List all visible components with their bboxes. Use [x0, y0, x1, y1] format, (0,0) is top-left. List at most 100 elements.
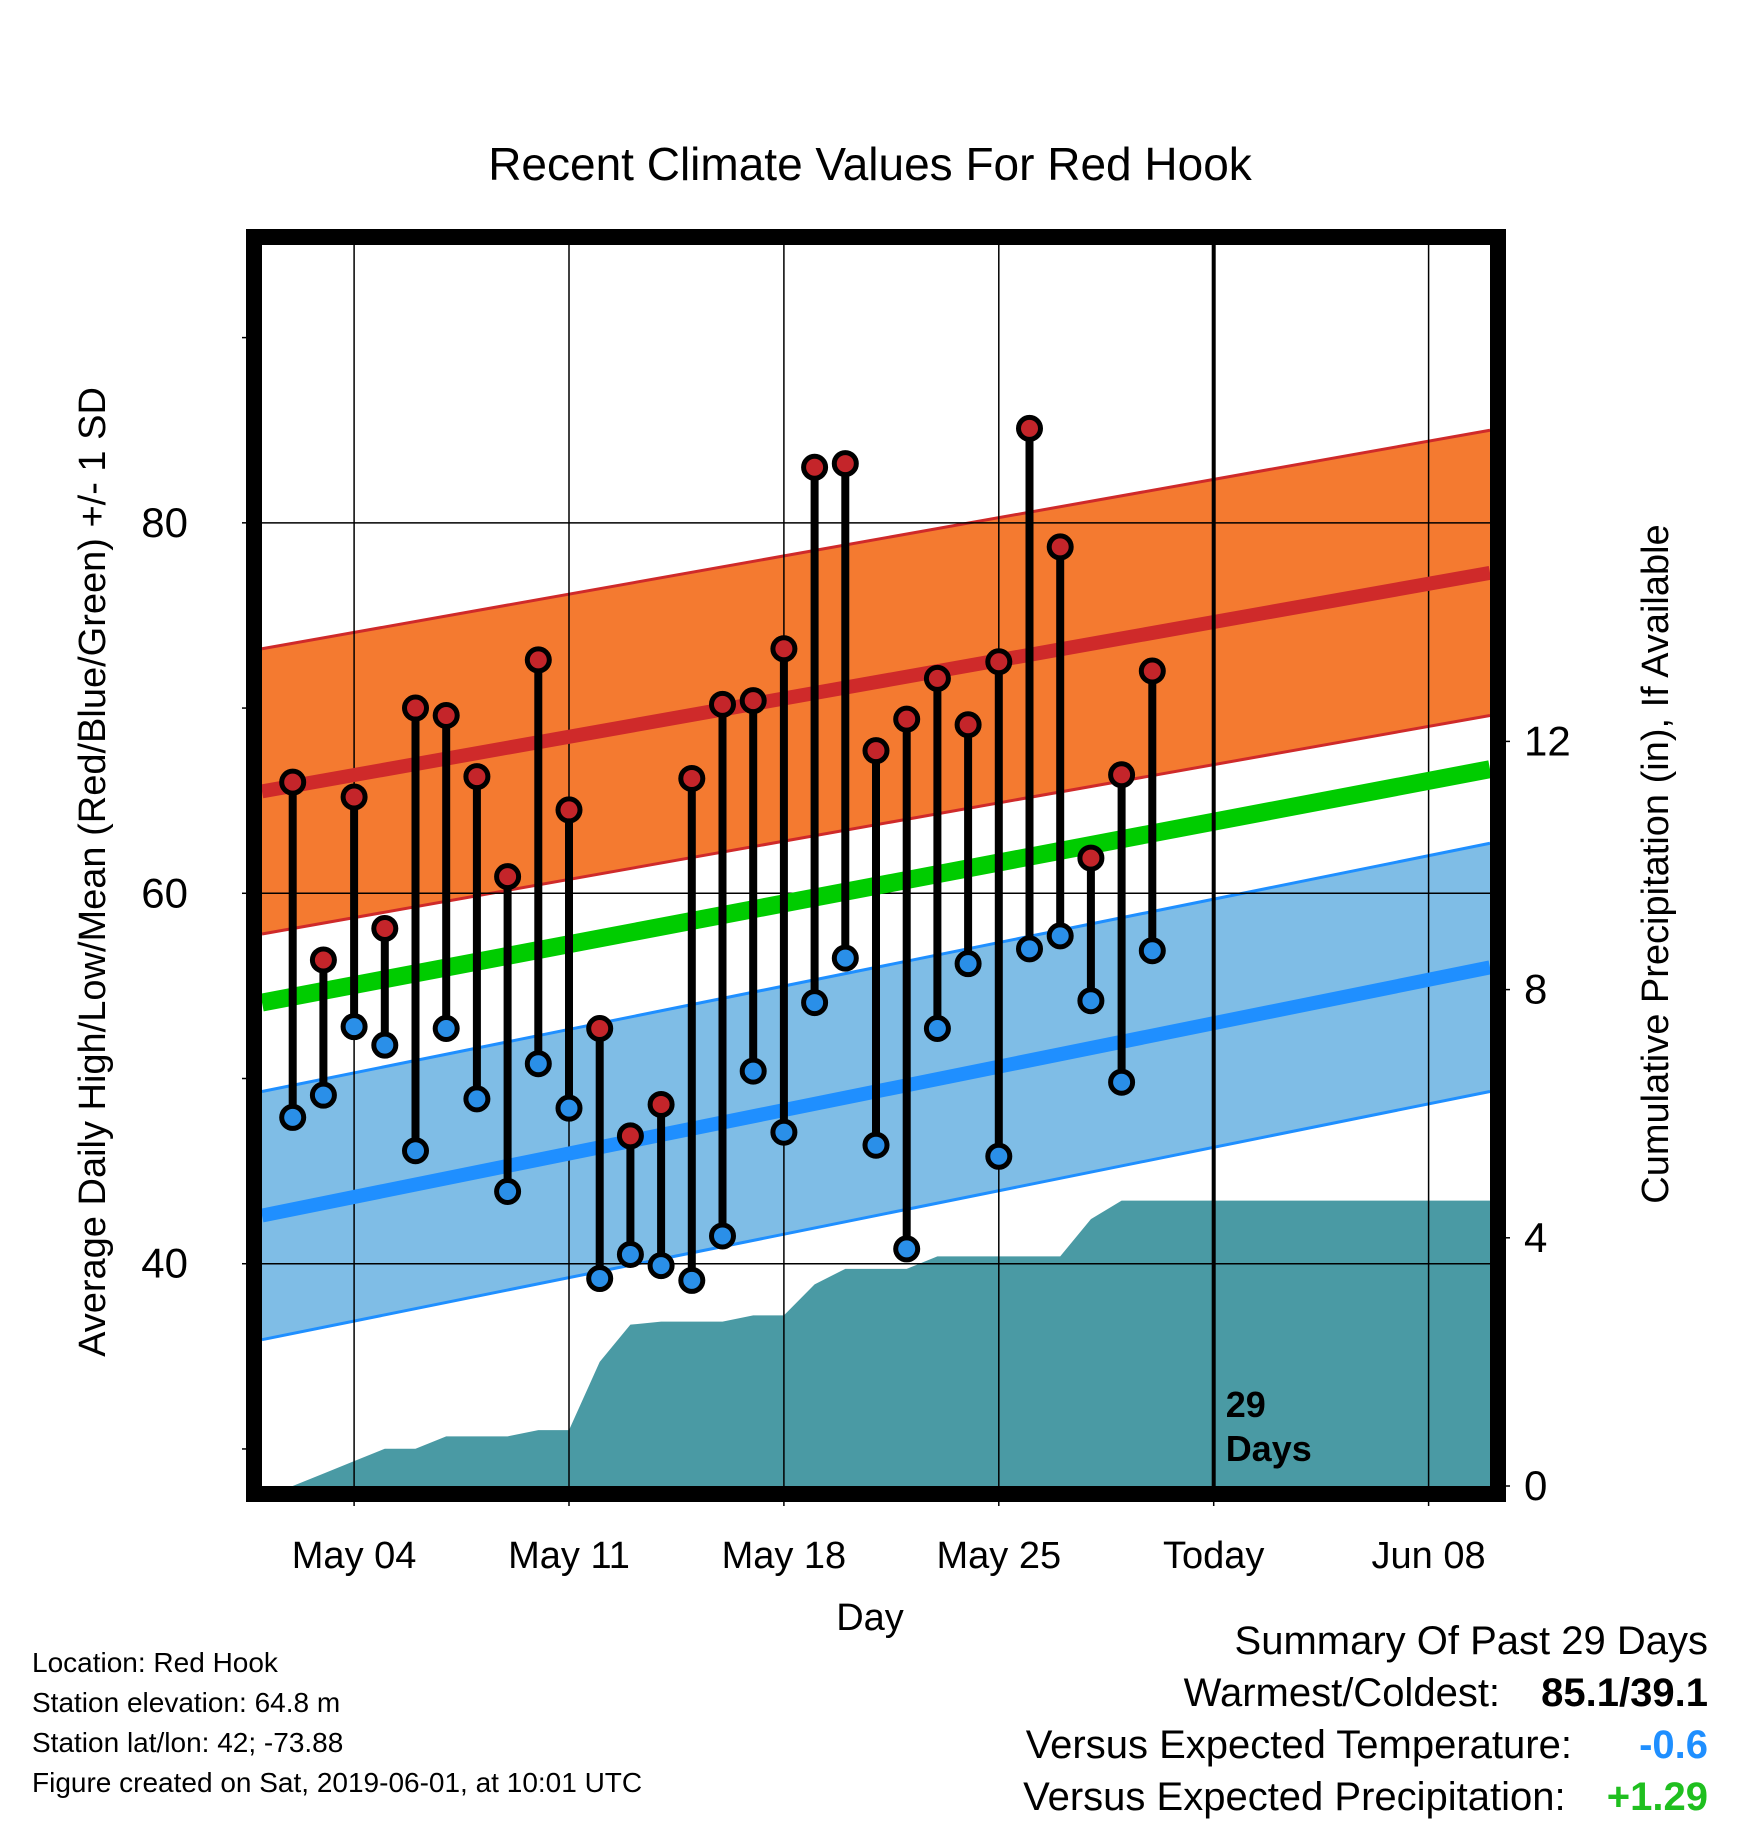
y2-tick-label: 4	[1524, 1214, 1547, 1261]
low-point	[893, 1235, 921, 1263]
precip-area-fill	[292, 1200, 1491, 1486]
high-point	[647, 1090, 675, 1118]
high-point	[739, 687, 767, 715]
low-point	[801, 989, 829, 1017]
precip-value: +1.29	[1606, 1775, 1708, 1819]
low-point	[739, 1057, 767, 1085]
y2-tick-label: 12	[1524, 717, 1571, 764]
summary-temp-row: Versus Expected Temperature: -0.6	[808, 1719, 1708, 1771]
x-tick-label: May 25	[936, 1535, 1061, 1577]
high-point	[1046, 533, 1074, 561]
high-point	[432, 701, 460, 729]
high-point	[586, 1014, 614, 1042]
latlon-text: Station lat/lon: 42; -73.88	[32, 1727, 344, 1758]
high-point	[616, 1122, 644, 1150]
elevation-text: Station elevation: 64.8 m	[32, 1687, 341, 1718]
low-point	[616, 1240, 644, 1268]
summary-heading: Summary Of Past 29 Days	[1234, 1619, 1708, 1663]
high-point	[831, 450, 859, 478]
low-point	[340, 1013, 368, 1041]
plot-border	[246, 229, 1506, 1502]
y-tick-label: 40	[141, 1240, 188, 1287]
x-tick-label: Today	[1163, 1535, 1264, 1577]
y2-tick-label: 8	[1524, 966, 1547, 1013]
warmest-value: 85.1/39.1	[1541, 1671, 1708, 1715]
high-point	[923, 664, 951, 692]
summary-precip-row: Versus Expected Precipitation: +1.29	[808, 1771, 1708, 1823]
high-point	[1138, 657, 1166, 685]
high-point	[1016, 414, 1043, 442]
low-point	[432, 1014, 460, 1042]
warmest-label: Warmest/Coldest:	[1183, 1671, 1501, 1715]
station-info: Location: Red Hook Station elevation: 64…	[32, 1643, 642, 1803]
summary-panel: Summary Of Past 29 Days Warmest/Coldest:…	[808, 1615, 1708, 1823]
y-tick-label: 80	[141, 499, 188, 546]
x-tick-label: May 11	[508, 1535, 630, 1577]
today-days-label: 29	[1226, 1384, 1266, 1425]
daily-observations	[279, 414, 1166, 1294]
low-point	[1138, 937, 1166, 965]
high-point	[309, 946, 337, 974]
low-point	[709, 1222, 736, 1250]
high-point	[985, 648, 1013, 676]
high-point	[954, 711, 982, 739]
temp-value: -0.6	[1639, 1723, 1708, 1767]
high-point	[371, 914, 399, 942]
high-point	[709, 690, 736, 718]
low-point	[954, 950, 982, 978]
high-point	[524, 646, 552, 674]
low-point	[1046, 922, 1074, 950]
precipitation-area	[292, 1200, 1491, 1486]
low-point	[279, 1103, 307, 1131]
high-point	[1108, 761, 1136, 789]
high-point	[494, 863, 522, 891]
normal-high-line	[260, 565, 1492, 799]
low-point	[555, 1094, 583, 1122]
low-point	[862, 1131, 890, 1159]
low-point	[923, 1014, 951, 1042]
created-text: Figure created on Sat, 2019-06-01, at 10…	[32, 1767, 643, 1798]
low-point	[309, 1081, 337, 1109]
high-point	[555, 796, 583, 824]
today-days-label: Days	[1226, 1428, 1312, 1469]
high-point	[770, 635, 798, 663]
low-point	[524, 1050, 552, 1078]
x-axis-label: Day	[836, 1597, 904, 1639]
high-point	[893, 705, 921, 733]
high-point	[402, 694, 429, 722]
low-point	[1108, 1068, 1136, 1096]
low-point	[647, 1252, 675, 1280]
temp-label: Versus Expected Temperature:	[1025, 1723, 1572, 1767]
axes: May 04 May 11 May 18 May 25 Today Jun 0840608…	[141, 336, 1571, 1577]
chart-title: Recent Climate Values For Red Hook	[488, 138, 1253, 190]
low-band-lower-edge	[261, 1090, 1491, 1342]
y-tick-label: 60	[141, 869, 188, 916]
high-point	[463, 763, 491, 791]
plot-frame	[246, 229, 1506, 1502]
high-point	[1077, 844, 1105, 872]
x-tick-label: May 18	[722, 1535, 847, 1577]
low-point	[1016, 935, 1043, 963]
low-point	[586, 1265, 614, 1293]
x-tick-label: May 04	[292, 1535, 417, 1577]
low-point	[463, 1085, 491, 1113]
y2-axis-label: Cumulative Precipitation (in), If Availa…	[1635, 524, 1677, 1203]
low-point	[371, 1031, 399, 1059]
low-point	[831, 944, 859, 972]
low-point	[494, 1177, 522, 1205]
low-point	[1077, 987, 1105, 1015]
low-point	[402, 1137, 429, 1165]
high-point	[801, 453, 829, 481]
summary-warmest-row: Warmest/Coldest: 85.1/39.1	[808, 1667, 1708, 1719]
y-axis-label: Average Daily High/Low/Mean (Red/Blue/Gr…	[72, 387, 114, 1357]
y2-tick-label: 0	[1524, 1462, 1547, 1509]
low-point	[985, 1142, 1013, 1170]
precip-label: Versus Expected Precipitation:	[1023, 1775, 1566, 1819]
high-point	[340, 783, 368, 811]
x-tick-label: Jun 08	[1372, 1535, 1486, 1577]
low-point	[678, 1266, 706, 1294]
location-text: Location: Red Hook	[32, 1647, 278, 1678]
high-point	[279, 768, 307, 796]
